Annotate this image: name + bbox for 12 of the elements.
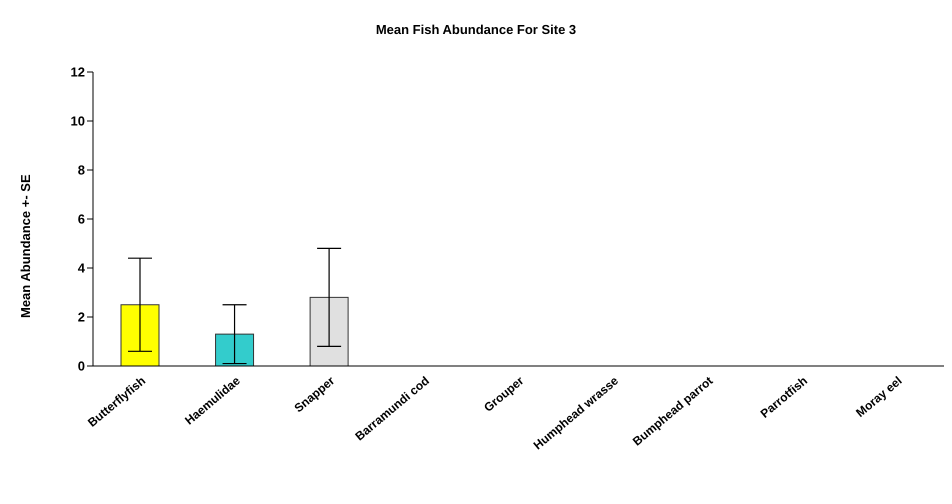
y-tick-label: 10 [70,114,85,129]
y-tick-label: 12 [70,64,85,80]
bar [120,304,160,366]
bar [310,296,349,366]
y-tick-label: 0 [78,358,85,374]
chart-title: Mean Fish Abundance For Site 3 [374,22,578,37]
bar [215,334,254,366]
y-tick-label: 2 [78,310,85,325]
y-axis-title: Mean Abundance +- SE [18,174,33,318]
y-tick-label: 8 [78,162,85,178]
y-tick-label: 6 [78,212,85,227]
y-tick-label: 4 [78,260,86,276]
